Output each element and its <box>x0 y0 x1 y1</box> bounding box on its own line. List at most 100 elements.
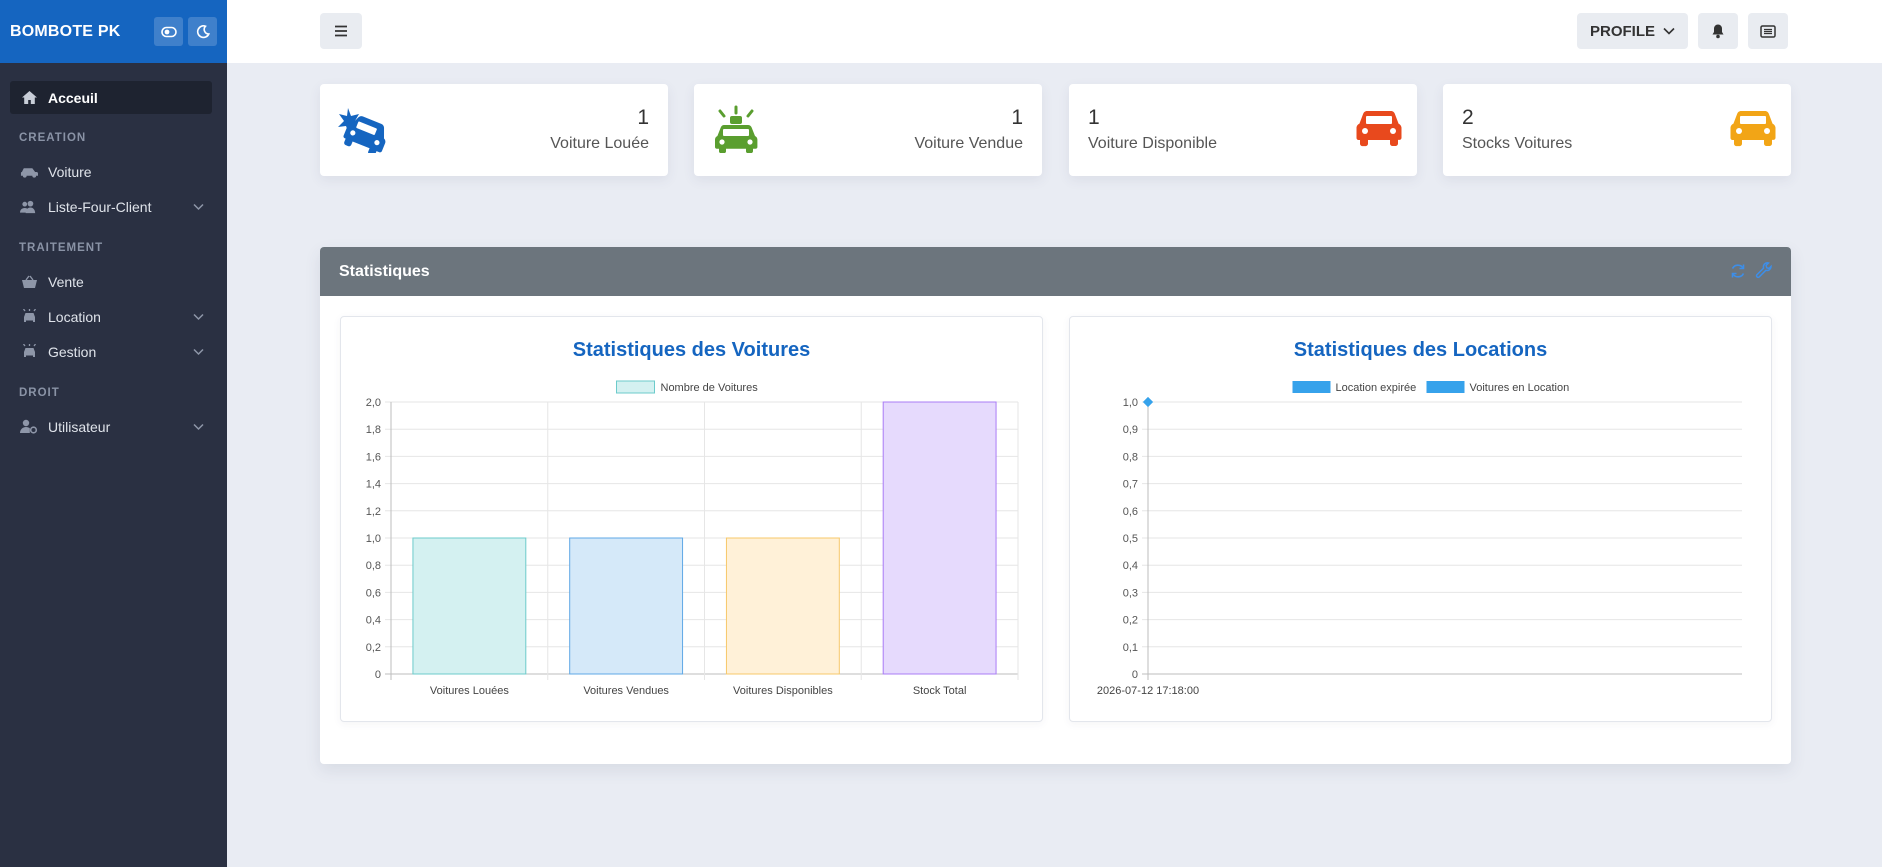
chevron-down-icon <box>193 348 204 355</box>
messages-button[interactable] <box>1748 13 1788 49</box>
x-tick-label: Stock Total <box>913 685 967 697</box>
user-cog-icon <box>20 418 38 436</box>
car-icon <box>1351 104 1407 154</box>
chart-legend: Nombre de Voitures <box>616 380 759 394</box>
sidebar-item-label: Utilisateur <box>48 418 111 435</box>
y-tick-label: 1,6 <box>366 451 381 463</box>
stat-label: Stocks Voitures <box>1462 135 1573 152</box>
y-tick-label: 0,2 <box>1123 615 1138 627</box>
y-tick-label: 0,9 <box>1123 424 1138 436</box>
y-tick-label: 0,8 <box>366 560 381 572</box>
sidebar-nav: Acceuil CREATION Voiture Liste-Four-Clie… <box>0 63 227 444</box>
legend-swatch <box>1292 381 1331 393</box>
brand-bar: BOMBOTE PK <box>0 0 227 63</box>
legend-swatch <box>1426 381 1465 393</box>
y-tick-label: 0,6 <box>1123 506 1138 518</box>
moon-icon <box>196 24 210 38</box>
car-key-icon <box>20 308 38 326</box>
chevron-down-icon <box>193 423 204 430</box>
sidebar-item-liste-four-client[interactable]: Liste-Four-Client <box>10 189 212 224</box>
topbar: PROFILE <box>227 0 1882 63</box>
chevron-down-icon <box>193 203 204 210</box>
legend-label: Voitures en Location <box>1470 382 1570 394</box>
notifications-button[interactable] <box>1698 13 1738 49</box>
car-icon <box>20 163 38 181</box>
y-tick-label: 0 <box>1132 669 1138 681</box>
stat-value: 1 <box>1088 106 1100 129</box>
basket-icon <box>20 273 38 291</box>
legend-label: Nombre de Voitures <box>661 382 759 394</box>
x-tick-label: Voitures Vendues <box>583 685 669 697</box>
y-tick-label: 0,1 <box>1123 642 1138 654</box>
y-tick-label: 0,7 <box>1123 479 1138 491</box>
sidebar-item-label: Voiture <box>48 163 92 180</box>
stat-card-voiture-disponible[interactable]: 1 Voiture Disponible <box>1069 84 1417 176</box>
y-tick-label: 0,2 <box>366 642 381 654</box>
bell-icon <box>1712 24 1724 39</box>
car-gear-icon <box>20 343 38 361</box>
toggle-icon <box>160 26 177 37</box>
legend-label: Location expirée <box>1336 382 1417 394</box>
brand-name: BOMBOTE PK <box>10 22 121 40</box>
dark-mode-button[interactable] <box>188 17 217 46</box>
y-tick-label: 0,4 <box>1123 560 1138 572</box>
y-tick-label: 1,2 <box>366 506 381 518</box>
refresh-icon[interactable] <box>1729 262 1747 280</box>
home-icon <box>20 89 38 107</box>
sidebar-item-label: Vente <box>48 273 84 290</box>
stat-value: 1 <box>1011 106 1023 129</box>
y-tick-label: 1,0 <box>1123 397 1138 409</box>
sidebar: BOMBOTE PK Acceuil CREATION Voiture List… <box>0 0 227 867</box>
bar <box>882 401 997 675</box>
sidebar-item-label: Location <box>48 308 101 325</box>
car-alert-icon <box>708 104 764 154</box>
y-tick-label: 0,5 <box>1123 533 1138 545</box>
sidebar-item-vente[interactable]: Vente <box>10 264 212 299</box>
layout-toggle-button[interactable] <box>154 17 183 46</box>
sidebar-item-voiture[interactable]: Voiture <box>10 154 212 189</box>
chart-title: Statistiques des Locations <box>1293 339 1548 361</box>
sidebar-item-label: Acceuil <box>48 89 98 106</box>
y-tick-label: 0 <box>375 669 381 681</box>
car-icon <box>1725 104 1781 154</box>
y-tick-label: 1,8 <box>366 424 381 436</box>
chart-card-voitures: Statistiques des Voitures 0 0,2 0,4 0,6 0,8 1… <box>340 316 1043 722</box>
stat-card-voiture-louee[interactable]: 1 Voiture Louée <box>320 84 668 176</box>
stat-label: Voiture Disponible <box>1088 135 1217 152</box>
hamburger-icon <box>335 25 347 37</box>
stat-card-voiture-vendue[interactable]: 1 Voiture Vendue <box>694 84 1042 176</box>
sidebar-item-gestion[interactable]: Gestion <box>10 334 212 369</box>
sidebar-item-utilisateur[interactable]: Utilisateur <box>10 409 212 444</box>
users-icon <box>20 198 38 216</box>
line-chart-locations: 0 0,1 0,2 0,3 0,4 0,5 0,6 0,7 0,8 0,9 1,0 2026-07-1… <box>1097 381 1742 697</box>
chart-legend: Location expirée Voitures en Location <box>1292 381 1570 394</box>
panel-header: Statistiques <box>320 247 1791 296</box>
y-tick-label: 2,0 <box>366 397 381 409</box>
bar <box>725 537 840 675</box>
profile-label: PROFILE <box>1589 22 1655 40</box>
bar-chart-voitures: 0 0,2 0,4 0,6 0,8 1,0 1,2 1,4 1,6 1,8 2,0 Voitures … <box>366 380 1019 697</box>
sidebar-item-location[interactable]: Location <box>10 299 212 334</box>
y-tick-label: 0,3 <box>1123 587 1138 599</box>
sidebar-section-title: TRAITEMENT <box>19 242 104 254</box>
panel-tools <box>1729 262 1773 280</box>
y-tick-label: 1,4 <box>366 479 381 491</box>
sidebar-section-title: CREATION <box>19 132 87 144</box>
menu-toggle-button[interactable] <box>320 13 362 49</box>
y-tick-label: 0,4 <box>366 615 381 627</box>
panel-title: Statistiques <box>339 262 430 280</box>
sidebar-item-acceuil[interactable]: Acceuil <box>10 81 212 114</box>
bar <box>412 537 527 675</box>
chart-card-locations: Statistiques des Locations 0 0,1 0,2 0,3 0,4… <box>1069 316 1772 722</box>
list-alt-icon <box>1760 24 1776 38</box>
stat-label: Voiture Vendue <box>914 135 1023 152</box>
sidebar-item-label: Liste-Four-Client <box>48 198 152 215</box>
x-tick-label: 2026-07-12 17:18:00 <box>1097 685 1199 697</box>
sidebar-section-title: DROIT <box>19 387 60 399</box>
wrench-icon[interactable] <box>1755 262 1773 280</box>
sidebar-item-label: Gestion <box>48 343 97 360</box>
y-tick-label: 0,8 <box>1123 451 1138 463</box>
stat-card-stocks-voitures[interactable]: 2 Stocks Voitures <box>1443 84 1791 176</box>
profile-dropdown-button[interactable]: PROFILE <box>1577 13 1688 49</box>
legend-swatch <box>616 380 655 394</box>
